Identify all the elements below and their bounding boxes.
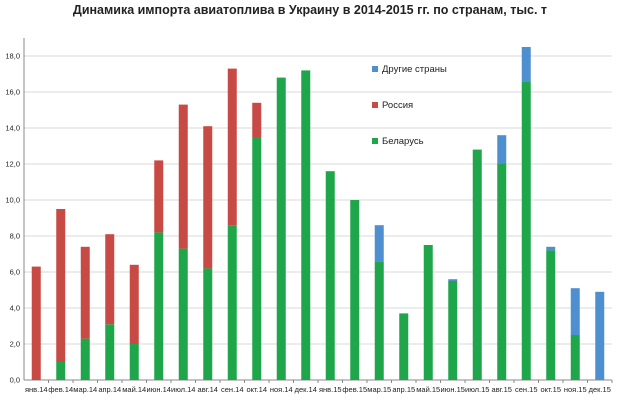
x-tick-label: дек.15 (589, 385, 611, 394)
bar-segment (301, 70, 311, 381)
bar-segment (227, 225, 237, 380)
bar-segment (129, 344, 139, 380)
bar-segment (325, 171, 335, 380)
x-tick-label: авг.15 (492, 385, 512, 394)
bar-segment (423, 245, 433, 380)
x-tick-label: мар.15 (367, 385, 391, 394)
bar-segment (472, 149, 482, 380)
legend-label: Россия (382, 100, 413, 111)
legend-label: Другие страны (382, 64, 447, 75)
x-tick-label: сен.14 (221, 385, 244, 394)
bar-segment (448, 281, 458, 380)
x-tick-label: ноя.15 (564, 385, 587, 394)
bar-segment (56, 209, 66, 362)
bar-segment (276, 77, 286, 380)
x-tick-label: ноя.14 (270, 385, 293, 394)
bar-segment (154, 160, 164, 233)
y-tick-label: 6,0 (10, 268, 20, 277)
y-tick-label: 2,0 (10, 340, 20, 349)
bar-segment (178, 248, 188, 380)
legend-label: Беларусь (382, 136, 424, 147)
x-tick-label: апр.15 (392, 385, 415, 394)
x-tick-label: авг.14 (198, 385, 218, 394)
bar-segment (56, 362, 66, 380)
x-tick-label: мар.14 (73, 385, 97, 394)
legend-swatch (372, 138, 378, 144)
y-tick-label: 4,0 (10, 304, 20, 313)
bar-segment (546, 250, 556, 380)
bar-segment (374, 261, 384, 380)
x-tick-label: фев.15 (342, 385, 367, 394)
bar-segment (448, 279, 458, 281)
bar-segment (105, 234, 115, 325)
y-tick-label: 14,0 (5, 124, 20, 133)
bar-segment (129, 264, 139, 344)
y-tick-label: 0,0 (10, 376, 20, 385)
bar-segment (399, 313, 409, 380)
x-tick-label: окт.14 (246, 385, 267, 394)
x-tick-label: май.15 (416, 385, 440, 394)
bar-segment (105, 324, 115, 380)
bar-segment (521, 81, 531, 380)
y-tick-label: 12,0 (5, 160, 20, 169)
x-tick-label: июн.15 (441, 385, 465, 394)
legend-swatch (372, 102, 378, 108)
x-tick-label: окт.15 (540, 385, 561, 394)
bar-segment (497, 164, 507, 380)
x-tick-label: янв.15 (319, 385, 342, 394)
bar-segment (178, 104, 188, 249)
bar-segment (252, 102, 262, 137)
x-tick-label: сен.15 (515, 385, 538, 394)
bar-segment (350, 200, 360, 380)
x-tick-label: апр.14 (98, 385, 121, 394)
bar-segment (497, 135, 507, 164)
legend-swatch (372, 66, 378, 72)
bar-segment (570, 335, 580, 380)
bar-segment (31, 266, 41, 380)
bar-segment (80, 246, 90, 339)
x-tick-label: дек.14 (295, 385, 317, 394)
chart-title: Динамика импорта авиатоплива в Украину в… (72, 3, 548, 17)
bar-segment (203, 126, 213, 269)
x-tick-label: июл.14 (171, 385, 195, 394)
bar-segment (521, 47, 531, 82)
x-tick-label: май.14 (122, 385, 146, 394)
bar-segment (570, 288, 580, 335)
bar-segment (595, 291, 605, 380)
bar-segment (80, 338, 90, 380)
bar-segment (227, 68, 237, 226)
bar-segment (374, 225, 384, 262)
x-tick-label: янв.14 (25, 385, 48, 394)
bar-segment (252, 137, 262, 380)
x-tick-label: июн.14 (147, 385, 171, 394)
x-tick-label: фев.14 (48, 385, 73, 394)
bar-segment (546, 246, 556, 251)
x-tick-label: июл.15 (465, 385, 489, 394)
y-tick-label: 18,0 (5, 52, 20, 61)
y-tick-label: 8,0 (10, 232, 20, 241)
bar-segment (203, 268, 213, 380)
y-tick-label: 10,0 (5, 196, 20, 205)
bar-segment (154, 232, 164, 380)
y-tick-label: 16,0 (5, 88, 20, 97)
